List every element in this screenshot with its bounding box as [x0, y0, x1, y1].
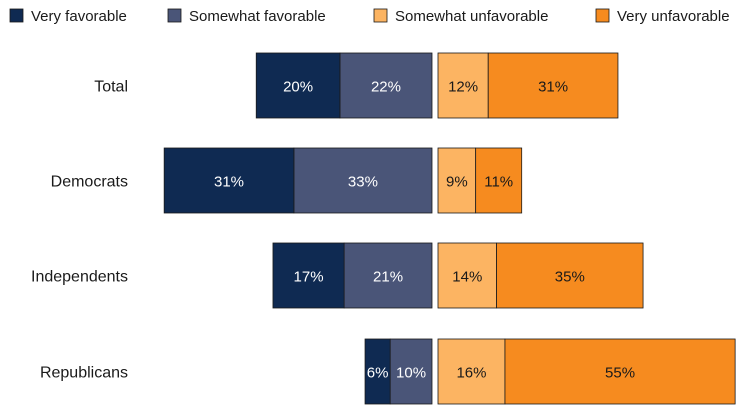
bar-total-somewhat-unfavorable — [437, 52, 489, 119]
value-label-total-very-favorable: 20% — [283, 79, 313, 96]
value-label-democrats-somewhat-favorable: 33% — [348, 174, 378, 191]
legend-label-somewhat-favorable: Somewhat favorable — [189, 8, 326, 25]
value-labels: 22% 20% 12% 31% 33% 31% 9% 11% 21% 17% 14% 35% 10% 6%… — [214, 79, 635, 382]
value-label-total-somewhat-unfavorable: 12% — [448, 79, 478, 96]
legend-swatch-very-unfavorable — [595, 8, 610, 23]
bar-republicans-somewhat-favorable — [389, 338, 433, 405]
bar-democrats-very-favorable — [163, 147, 295, 214]
value-label-republicans-somewhat-favorable: 10% — [396, 365, 426, 382]
value-label-democrats-very-favorable: 31% — [214, 174, 244, 191]
bar-democrats-very-unfavorable — [475, 147, 523, 214]
value-label-independents-very-favorable: 17% — [294, 269, 324, 286]
category-label-independents: Independents — [31, 269, 128, 286]
bar-independents-very-favorable — [272, 242, 345, 309]
legend-item-somewhat-favorable: Somewhat favorable — [167, 8, 326, 25]
value-label-republicans-very-unfavorable: 55% — [605, 365, 635, 382]
value-label-total-somewhat-favorable: 22% — [371, 79, 401, 96]
bar-republicans-very-favorable — [364, 338, 391, 405]
legend-item-very-favorable: Very favorable — [9, 8, 127, 25]
bar-total-very-favorable — [255, 52, 341, 119]
legend-swatch-somewhat-favorable — [167, 8, 182, 23]
legend-label-very-unfavorable: Very unfavorable — [617, 8, 730, 25]
category-labels: Total Democrats Independents Republicans — [31, 79, 128, 382]
value-label-republicans-very-favorable: 6% — [367, 365, 389, 382]
legend-swatch-somewhat-unfavorable — [373, 8, 388, 23]
value-label-democrats-somewhat-unfavorable: 9% — [446, 174, 468, 191]
bar-democrats-somewhat-favorable — [293, 147, 433, 214]
value-label-democrats-very-unfavorable: 11% — [484, 174, 513, 191]
value-label-independents-somewhat-favorable: 21% — [373, 269, 403, 286]
bar-total-very-unfavorable — [487, 52, 619, 119]
legend-swatch-very-favorable — [9, 8, 24, 23]
legend-label-somewhat-unfavorable: Somewhat unfavorable — [395, 8, 548, 25]
legend: Very favorable Somewhat favorable Somewhat… — [9, 8, 730, 25]
bar-independents-very-unfavorable — [496, 242, 644, 309]
value-label-republicans-somewhat-unfavorable: 16% — [456, 365, 486, 382]
category-label-democrats: Democrats — [51, 174, 128, 191]
legend-label-very-favorable: Very favorable — [31, 8, 127, 25]
bar-total-somewhat-favorable — [339, 52, 433, 119]
value-label-independents-very-unfavorable: 35% — [555, 269, 585, 286]
bar-democrats-somewhat-unfavorable — [437, 147, 477, 214]
bar-republicans-very-unfavorable — [504, 338, 736, 405]
legend-item-very-unfavorable: Very unfavorable — [595, 8, 730, 25]
category-label-republicans: Republicans — [40, 365, 128, 382]
value-label-total-very-unfavorable: 31% — [538, 79, 568, 96]
value-label-independents-somewhat-unfavorable: 14% — [452, 269, 482, 286]
bars — [163, 52, 736, 405]
legend-item-somewhat-unfavorable: Somewhat unfavorable — [373, 8, 548, 25]
category-label-total: Total — [94, 79, 128, 96]
